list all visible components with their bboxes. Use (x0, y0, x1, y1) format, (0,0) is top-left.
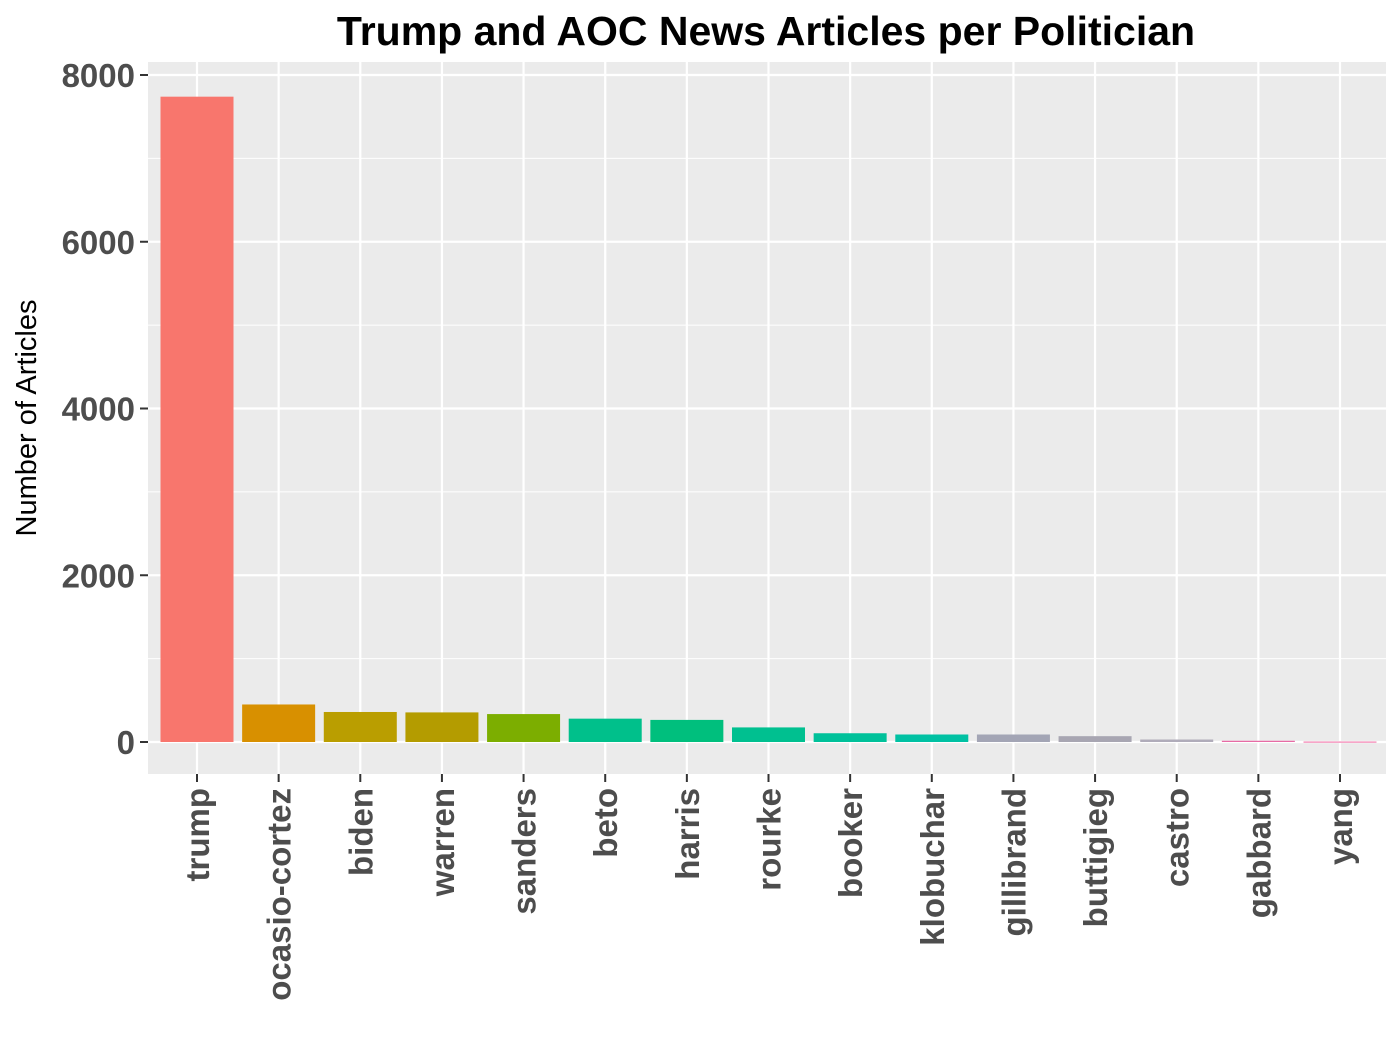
x-tick-label: ocasio-cortez (261, 788, 298, 1001)
bar-harris (650, 719, 724, 742)
y-tick-label: 0 (117, 724, 135, 761)
major-gridlines (148, 62, 1386, 774)
bar-gabbard (1221, 740, 1295, 742)
x-tick-label: beto (587, 788, 624, 858)
x-tick-label: rourke (751, 788, 788, 891)
x-tick-label: klobuchar (914, 788, 951, 946)
y-tick-label: 4000 (62, 391, 135, 428)
bar-klobuchar (895, 734, 969, 742)
bar-sanders (487, 714, 561, 742)
bar-booker (813, 733, 887, 742)
chart-title: Trump and AOC News Articles per Politici… (337, 8, 1195, 54)
x-tick-label: booker (832, 788, 869, 898)
y-axis: 0 2000 4000 6000 8000 (62, 57, 148, 761)
minor-gridlines (148, 157, 1386, 660)
x-tick-label: yang (1322, 788, 1359, 865)
x-tick-label: buttigieg (1077, 788, 1114, 927)
y-axis-title: Number of Articles (11, 300, 43, 537)
x-tick-label: biden (342, 788, 379, 876)
x-tick-label: gillibrand (995, 788, 1032, 937)
plot-panel (148, 62, 1386, 774)
bar-rourke (732, 727, 805, 742)
bar-trump (160, 96, 234, 743)
x-tick-label: gabbard (1240, 788, 1277, 918)
bar-ocasio-cortez (242, 704, 316, 742)
x-tick-label: harris (669, 788, 706, 880)
x-axis: trump ocasio-cortez biden warren sanders beto… (179, 774, 1359, 1001)
bars (160, 96, 1377, 743)
y-tick-label: 8000 (62, 57, 135, 94)
y-tick-label: 6000 (62, 224, 135, 261)
bar-gillibrand (976, 734, 1050, 742)
x-tick-label: trump (179, 788, 216, 882)
bar-castro (1140, 739, 1214, 742)
bar-yang (1303, 741, 1377, 743)
bar-warren (405, 712, 479, 742)
bar-biden (323, 711, 397, 742)
x-tick-label: castro (1159, 788, 1196, 887)
bar-beto (568, 718, 642, 742)
y-tick-label: 2000 (62, 557, 135, 594)
x-tick-label: warren (424, 788, 461, 897)
bar-buttigieg (1058, 736, 1132, 742)
x-tick-label: sanders (506, 788, 543, 915)
